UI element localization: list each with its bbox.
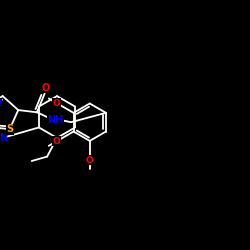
- Text: O: O: [53, 137, 60, 146]
- Text: 2: 2: [0, 99, 2, 108]
- Text: O: O: [53, 99, 60, 108]
- Text: S: S: [6, 124, 13, 134]
- Text: O: O: [86, 156, 94, 165]
- Text: NH: NH: [47, 115, 64, 125]
- Text: O: O: [42, 82, 50, 92]
- Text: N: N: [0, 133, 7, 143]
